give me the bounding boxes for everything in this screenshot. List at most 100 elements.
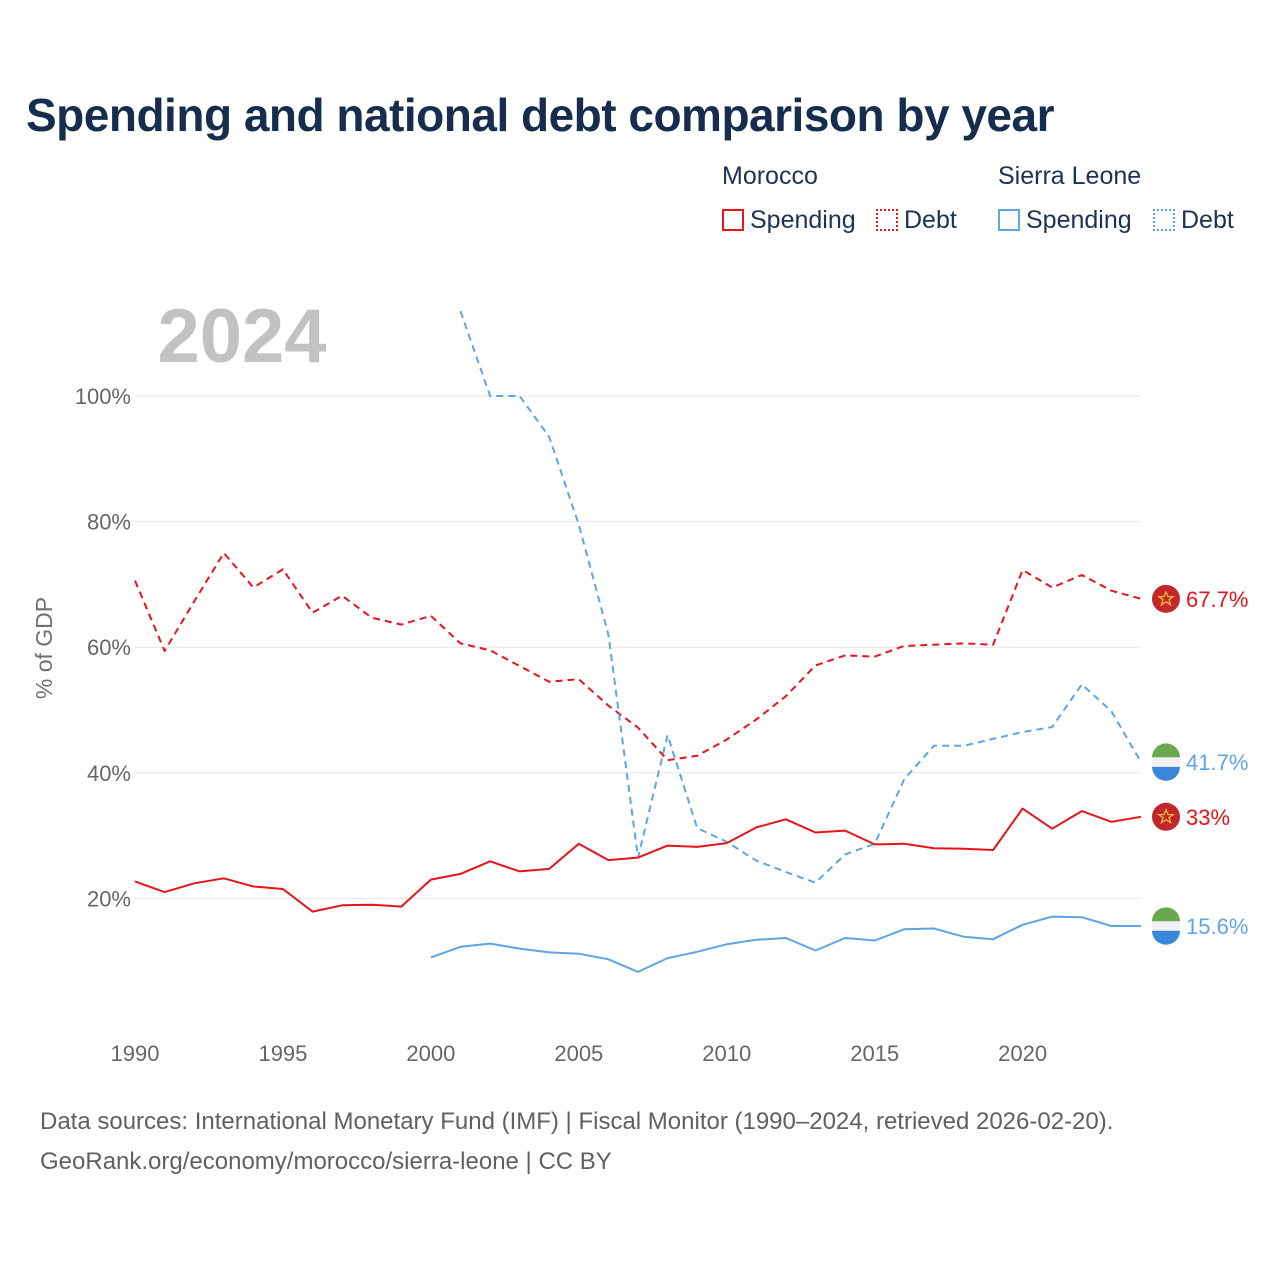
data-point[interactable] xyxy=(604,856,612,864)
data-point[interactable] xyxy=(664,731,672,739)
data-point[interactable] xyxy=(1019,728,1027,736)
data-point[interactable] xyxy=(871,840,879,848)
data-point[interactable] xyxy=(959,845,967,853)
data-point[interactable] xyxy=(220,549,228,557)
data-point[interactable] xyxy=(1107,922,1115,930)
data-point[interactable] xyxy=(900,642,908,650)
data-point[interactable] xyxy=(723,736,731,744)
data-point[interactable] xyxy=(989,641,997,649)
data-point[interactable] xyxy=(427,876,435,884)
data-point[interactable] xyxy=(871,936,879,944)
data-point[interactable] xyxy=(930,641,938,649)
legend-morocco-debt[interactable]: Debt xyxy=(876,205,957,235)
data-point[interactable] xyxy=(456,639,464,647)
data-point[interactable] xyxy=(634,968,642,976)
data-point[interactable] xyxy=(664,842,672,850)
data-point[interactable] xyxy=(1078,913,1086,921)
data-point[interactable] xyxy=(900,840,908,848)
data-point[interactable] xyxy=(1048,723,1056,731)
data-point[interactable] xyxy=(1048,584,1056,592)
data-point[interactable] xyxy=(575,950,583,958)
data-point[interactable] xyxy=(516,867,524,875)
data-point[interactable] xyxy=(1078,807,1086,815)
data-point[interactable] xyxy=(782,934,790,942)
data-point[interactable] xyxy=(368,901,376,909)
data-point[interactable] xyxy=(516,662,524,670)
data-point[interactable] xyxy=(279,565,287,573)
data-point[interactable] xyxy=(634,854,642,862)
data-point[interactable] xyxy=(812,879,820,887)
data-point[interactable] xyxy=(752,715,760,723)
data-point[interactable] xyxy=(161,888,169,896)
data-point[interactable] xyxy=(959,933,967,941)
data-point[interactable] xyxy=(131,877,139,885)
data-point[interactable] xyxy=(190,597,198,605)
data-point[interactable] xyxy=(397,621,405,629)
data-point[interactable] xyxy=(368,614,376,622)
legend-sierra-leone-spending[interactable]: Spending xyxy=(998,205,1132,235)
data-point[interactable] xyxy=(338,592,346,600)
data-point[interactable] xyxy=(782,815,790,823)
data-point[interactable] xyxy=(1078,680,1086,688)
data-point[interactable] xyxy=(575,840,583,848)
data-point[interactable] xyxy=(989,735,997,743)
data-point[interactable] xyxy=(989,935,997,943)
data-point[interactable] xyxy=(604,702,612,710)
data-point[interactable] xyxy=(1048,913,1056,921)
data-point[interactable] xyxy=(545,948,553,956)
data-point[interactable] xyxy=(900,925,908,933)
data-point[interactable] xyxy=(1137,595,1145,603)
data-point[interactable] xyxy=(190,879,198,887)
data-point[interactable] xyxy=(545,433,553,441)
data-point[interactable] xyxy=(397,903,405,911)
data-point[interactable] xyxy=(930,925,938,933)
data-point[interactable] xyxy=(220,874,228,882)
legend-morocco-spending[interactable]: Spending xyxy=(722,205,856,235)
data-point[interactable] xyxy=(959,639,967,647)
series-line-morocco-spending[interactable] xyxy=(134,807,1142,913)
data-point[interactable] xyxy=(456,870,464,878)
data-point[interactable] xyxy=(930,844,938,852)
data-point[interactable] xyxy=(1107,818,1115,826)
data-point[interactable] xyxy=(604,631,612,639)
data-point[interactable] xyxy=(693,948,701,956)
data-point[interactable] xyxy=(841,850,849,858)
legend-sierra-leone-debt[interactable]: Debt xyxy=(1153,205,1234,235)
data-point[interactable] xyxy=(664,954,672,962)
data-point[interactable] xyxy=(752,936,760,944)
data-point[interactable] xyxy=(723,839,731,847)
data-point[interactable] xyxy=(812,828,820,836)
data-point[interactable] xyxy=(930,742,938,750)
data-point[interactable] xyxy=(249,882,257,890)
data-point[interactable] xyxy=(575,675,583,683)
data-point[interactable] xyxy=(604,955,612,963)
data-point[interactable] xyxy=(249,584,257,592)
data-point[interactable] xyxy=(545,865,553,873)
series-line-morocco-debt[interactable] xyxy=(134,552,1142,762)
series-line-sierra-leone-spending[interactable] xyxy=(430,915,1141,973)
data-point[interactable] xyxy=(959,742,967,750)
data-point[interactable] xyxy=(131,577,139,585)
data-point[interactable] xyxy=(338,901,346,909)
series-line-sierra-leone-debt[interactable] xyxy=(459,310,1142,884)
data-point[interactable] xyxy=(989,846,997,854)
data-point[interactable] xyxy=(486,857,494,865)
data-point[interactable] xyxy=(841,934,849,942)
data-point[interactable] xyxy=(486,940,494,948)
data-point[interactable] xyxy=(900,775,908,783)
data-point[interactable] xyxy=(664,756,672,764)
data-point[interactable] xyxy=(309,609,317,617)
data-point[interactable] xyxy=(693,824,701,832)
data-point[interactable] xyxy=(516,392,524,400)
data-point[interactable] xyxy=(841,827,849,835)
data-point[interactable] xyxy=(545,678,553,686)
data-point[interactable] xyxy=(1107,707,1115,715)
data-point[interactable] xyxy=(1019,566,1027,574)
data-point[interactable] xyxy=(812,947,820,955)
data-point[interactable] xyxy=(1019,921,1027,929)
data-point[interactable] xyxy=(456,307,464,315)
data-point[interactable] xyxy=(723,940,731,948)
data-point[interactable] xyxy=(486,646,494,654)
data-point[interactable] xyxy=(782,692,790,700)
data-point[interactable] xyxy=(486,392,494,400)
